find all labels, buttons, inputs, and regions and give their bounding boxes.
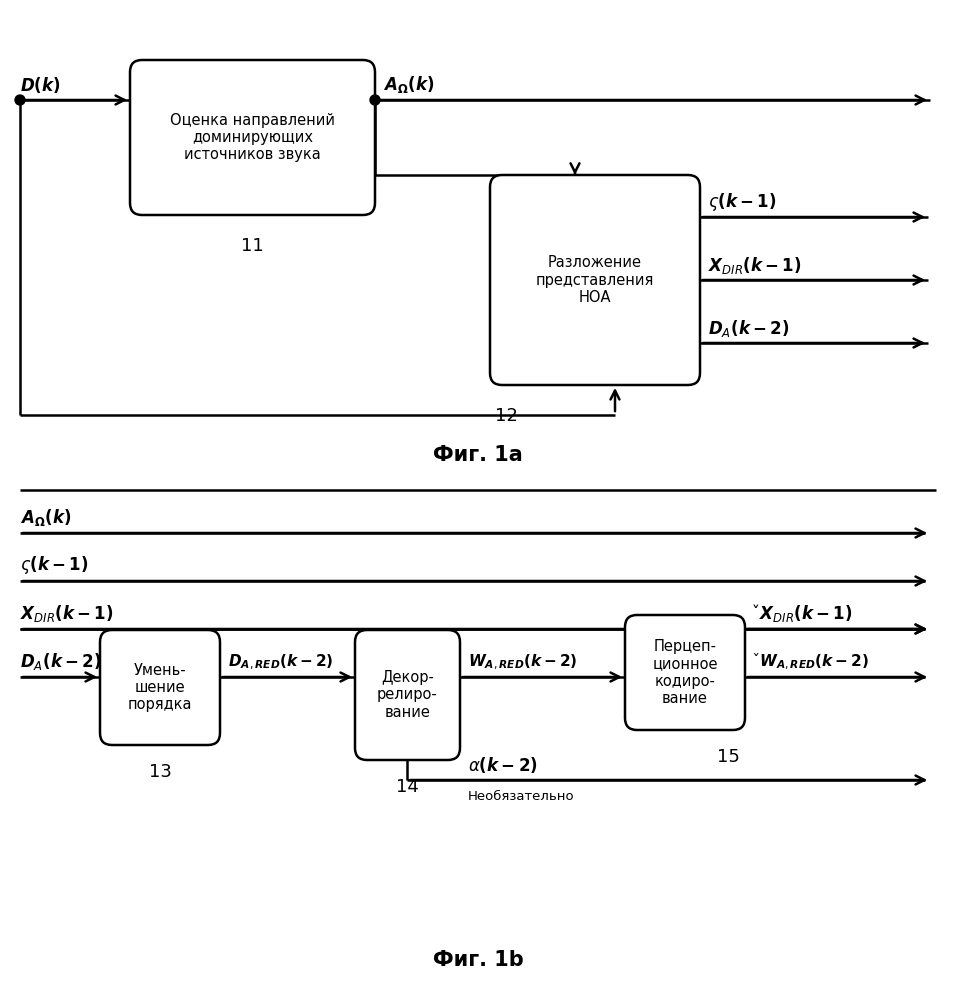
Text: 11: 11 (241, 237, 264, 255)
FancyBboxPatch shape (490, 175, 700, 385)
Text: Разложение
представления
НОА: Разложение представления НОА (535, 255, 654, 305)
Text: Декор-
релиро-
вание: Декор- релиро- вание (377, 670, 438, 720)
Text: Необязательно: Необязательно (468, 790, 575, 803)
Circle shape (15, 95, 25, 105)
Text: Перцеп-
ционное
кодиро-
вание: Перцеп- ционное кодиро- вание (652, 639, 718, 706)
Text: $\varsigma\boldsymbol{(k-1)}$: $\varsigma\boldsymbol{(k-1)}$ (20, 554, 89, 576)
Circle shape (370, 95, 380, 105)
FancyBboxPatch shape (355, 630, 460, 760)
Text: $\boldsymbol{X}_{DIR}\boldsymbol{(k-1)}$: $\boldsymbol{X}_{DIR}\boldsymbol{(k-1)}$ (20, 603, 114, 624)
Text: 14: 14 (396, 778, 419, 796)
Text: Умень-
шение
порядка: Умень- шение порядка (128, 662, 192, 712)
Text: $\boldsymbol{A}_{\boldsymbol{\Omega}}\boldsymbol{(k)}$: $\boldsymbol{A}_{\boldsymbol{\Omega}}\bo… (20, 507, 72, 528)
Text: $\check{\boldsymbol{W}}_{\boldsymbol{A,RED}}\boldsymbol{(k-2)}$: $\check{\boldsymbol{W}}_{\boldsymbol{A,R… (753, 651, 869, 672)
Text: $\alpha\boldsymbol{(k-2)}$: $\alpha\boldsymbol{(k-2)}$ (468, 755, 537, 775)
FancyBboxPatch shape (100, 630, 220, 745)
FancyBboxPatch shape (625, 615, 745, 730)
FancyBboxPatch shape (130, 60, 375, 215)
Text: $\boldsymbol{D(k)}$: $\boldsymbol{D(k)}$ (20, 75, 60, 95)
Text: Фиг. 1b: Фиг. 1b (433, 950, 523, 970)
Text: $\boldsymbol{W}_{\boldsymbol{A,RED}}\boldsymbol{(k-2)}$: $\boldsymbol{W}_{\boldsymbol{A,RED}}\bol… (468, 652, 577, 672)
Text: 13: 13 (148, 763, 171, 781)
Text: $\boldsymbol{D}_A\boldsymbol{(k-2)}$: $\boldsymbol{D}_A\boldsymbol{(k-2)}$ (20, 651, 101, 672)
Text: $\boldsymbol{X}_{DIR}\boldsymbol{(k-1)}$: $\boldsymbol{X}_{DIR}\boldsymbol{(k-1)}$ (708, 255, 801, 276)
Text: Оценка направлений
доминирующих
источников звука: Оценка направлений доминирующих источник… (170, 113, 335, 163)
Text: $\boldsymbol{D}_A\boldsymbol{(k-2)}$: $\boldsymbol{D}_A\boldsymbol{(k-2)}$ (708, 318, 790, 339)
Text: 12: 12 (495, 407, 518, 425)
Text: Фиг. 1a: Фиг. 1a (433, 445, 523, 465)
Text: $\boldsymbol{D}_{\boldsymbol{A,RED}}\boldsymbol{(k-2)}$: $\boldsymbol{D}_{\boldsymbol{A,RED}}\bol… (228, 652, 334, 672)
Text: $\boldsymbol{A}_{\boldsymbol{\Omega}}\boldsymbol{(k)}$: $\boldsymbol{A}_{\boldsymbol{\Omega}}\bo… (383, 74, 434, 95)
Text: 15: 15 (717, 748, 740, 766)
Text: $\varsigma\boldsymbol{(k-1)}$: $\varsigma\boldsymbol{(k-1)}$ (708, 191, 776, 213)
Text: $\check{\boldsymbol{X}}_{DIR}\boldsymbol{(k-1)}$: $\check{\boldsymbol{X}}_{DIR}\boldsymbol… (753, 602, 853, 624)
